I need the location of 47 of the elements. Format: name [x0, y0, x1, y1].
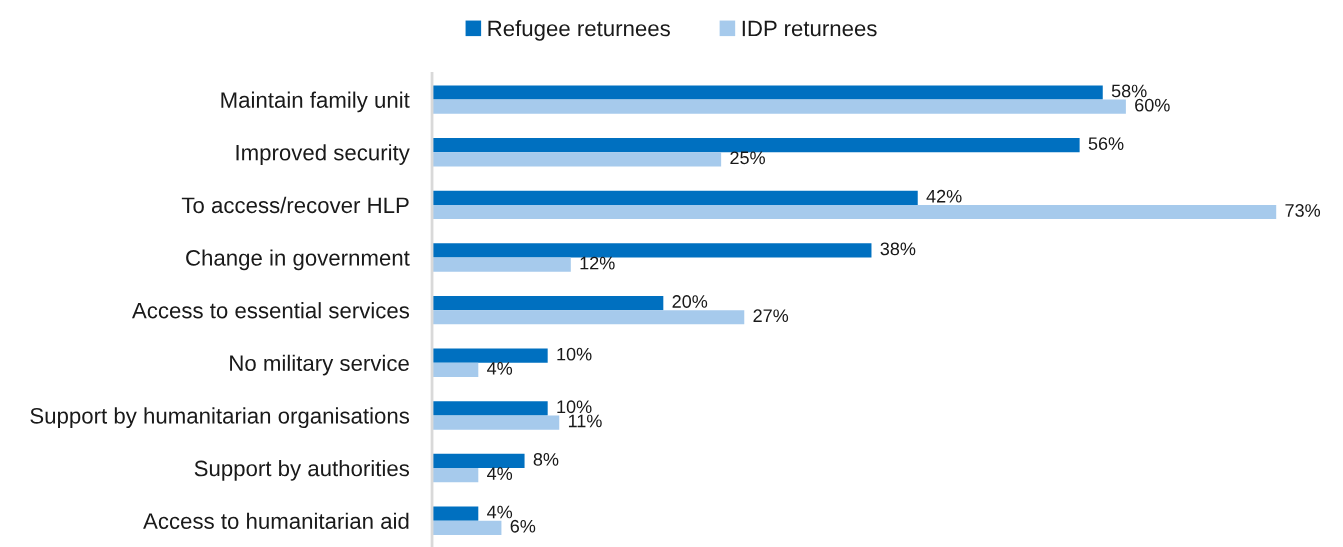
data-label: 20% [672, 295, 708, 308]
bar [432, 506, 479, 521]
y-tick-label: Change in government [186, 249, 410, 271]
data-label: 58% [1111, 84, 1147, 98]
bar [432, 453, 525, 469]
y-tick-label: Access to humanitarian aid [143, 512, 409, 529]
legend-label: IDP returnees [742, 20, 877, 37]
bar [432, 85, 1103, 100]
bar [432, 190, 918, 205]
bar [432, 138, 1080, 153]
y-tick-label: Access to essential services [131, 302, 410, 319]
bar [432, 204, 1277, 220]
data-label: 10% [557, 400, 592, 414]
data-label: 4% [487, 505, 513, 519]
data-label: 12% [580, 256, 615, 270]
data-label: 25% [730, 151, 765, 165]
y-tick-label: Support by authorities [194, 460, 410, 481]
bar [432, 520, 502, 535]
bar [432, 415, 560, 430]
bar [432, 295, 664, 311]
data-label: 11% [568, 414, 602, 428]
y-tick-label: To access/recover HLP [181, 196, 409, 214]
y-tick-label: Improved security [236, 144, 410, 165]
data-label: 56% [1088, 137, 1124, 150]
bar [432, 468, 479, 483]
bar [432, 99, 1126, 114]
data-label: 27% [753, 309, 789, 323]
data-label: 73% [1285, 204, 1321, 217]
y-tick-label: No military service [230, 354, 409, 376]
data-label: 60% [1135, 98, 1170, 112]
data-label: 6% [510, 519, 536, 533]
y-tick-label: Maintain family unit [221, 91, 410, 113]
y-tick-label: Support by humanitarian organisations [30, 407, 410, 429]
data-label: 8% [533, 453, 559, 466]
bar [432, 310, 745, 325]
data-label: 4% [487, 467, 513, 480]
bar [432, 362, 479, 377]
legend-label: Refugee returnees [488, 20, 670, 41]
bar [432, 348, 548, 363]
data-label: 38% [880, 242, 916, 256]
bar [432, 243, 872, 258]
bar [432, 257, 571, 272]
bar [432, 401, 548, 416]
data-label: 10% [557, 347, 592, 361]
data-label: 4% [487, 362, 513, 375]
data-label: 42% [926, 189, 962, 203]
bar [432, 152, 722, 167]
